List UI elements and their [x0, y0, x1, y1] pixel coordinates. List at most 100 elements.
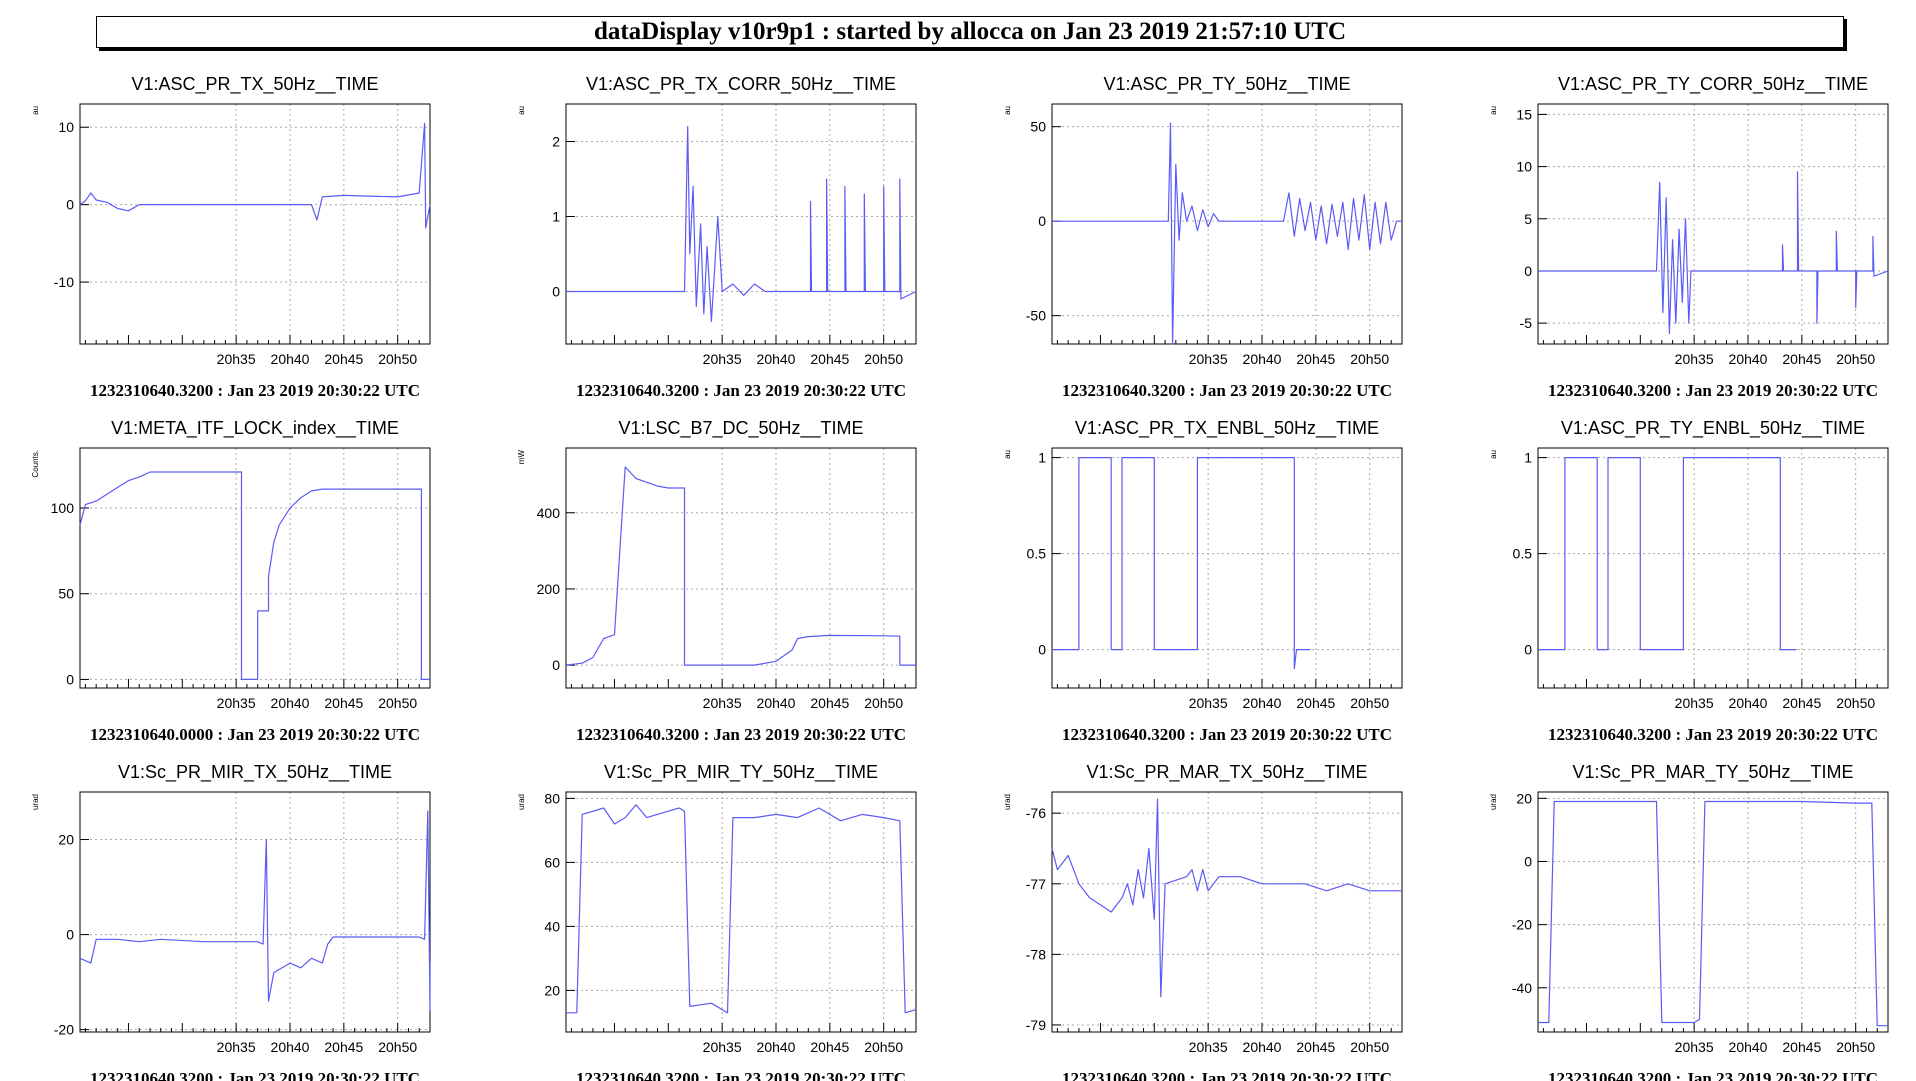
chart-footer: 1232310640.3200 : Jan 23 2019 20:30:22 U…: [1062, 725, 1392, 744]
x-tick-label: 20h35: [1189, 695, 1228, 711]
x-tick-label: 20h50: [378, 1039, 417, 1055]
data-trace: [79, 122, 431, 229]
x-tick-label: 20h35: [703, 1039, 742, 1055]
x-tick-label: 20h45: [1782, 351, 1821, 367]
y-tick-label: 1: [1038, 450, 1046, 466]
x-tick-label: 20h50: [1350, 695, 1389, 711]
chart-footer: 1232310640.3200 : Jan 23 2019 20:30:22 U…: [576, 1069, 906, 1081]
y-tick-label: -20: [54, 1022, 74, 1038]
x-tick-label: 20h40: [1243, 1039, 1282, 1055]
chart-title: V1:ASC_PR_TX_ENBL_50Hz__TIME: [1075, 418, 1379, 439]
x-tick-label: 20h40: [1243, 351, 1282, 367]
chart-title: V1:LSC_B7_DC_50Hz__TIME: [618, 418, 863, 439]
banner-title: dataDisplay v10r9p1 : started by allocca…: [96, 16, 1844, 48]
x-tick-label: 20h50: [1836, 351, 1875, 367]
y-tick-label: -5: [1520, 315, 1533, 331]
x-tick-label: 20h45: [810, 1039, 849, 1055]
y-tick-label: -50: [1026, 308, 1046, 324]
y-tick-label: 1: [552, 209, 560, 225]
chart-footer: 1232310640.3200 : Jan 23 2019 20:30:22 U…: [576, 381, 906, 400]
data-trace: [1051, 798, 1402, 998]
y-tick-label: -10: [54, 274, 74, 290]
chart-footer: 1232310640.3200 : Jan 23 2019 20:30:22 U…: [90, 381, 420, 400]
chart-footer: 1232310640.3200 : Jan 23 2019 20:30:22 U…: [1548, 381, 1878, 400]
x-tick-label: 20h50: [1350, 1039, 1389, 1055]
y-tick-label: 0: [1524, 853, 1532, 869]
y-tick-label: 1: [1524, 450, 1532, 466]
y-tick-label: 0: [552, 284, 560, 300]
chart-title: V1:ASC_PR_TY_CORR_50Hz__TIME: [1558, 74, 1868, 95]
x-tick-label: 20h35: [217, 1039, 256, 1055]
x-tick-label: 20h45: [1296, 1039, 1335, 1055]
y-tick-label: 2: [552, 134, 560, 150]
y-tick-label: -20: [1512, 917, 1532, 933]
data-trace: [566, 125, 917, 323]
y-tick-label: 60: [544, 854, 560, 870]
chart-footer: 1232310640.3200 : Jan 23 2019 20:30:22 U…: [1548, 725, 1878, 744]
x-tick-label: 20h40: [757, 695, 796, 711]
plot-frame: [565, 447, 917, 689]
x-tick-label: 20h45: [1296, 695, 1335, 711]
x-tick-label: 20h50: [864, 695, 903, 711]
y-tick-label: 0: [1524, 642, 1532, 658]
data-trace: [565, 466, 916, 666]
data-trace: [1052, 457, 1311, 670]
chart-title: V1:ASC_PR_TY_50Hz__TIME: [1103, 74, 1350, 95]
x-tick-label: 20h50: [1836, 695, 1875, 711]
x-tick-label: 20h45: [1782, 1039, 1821, 1055]
y-tick-label: 20: [1516, 790, 1532, 806]
y-tick-label: 0.5: [1027, 546, 1047, 562]
x-tick-label: 20h35: [703, 695, 742, 711]
y-tick-label: 0: [66, 671, 74, 687]
plot-frame: [565, 791, 917, 1033]
x-tick-label: 20h45: [810, 695, 849, 711]
x-tick-label: 20h40: [1729, 1039, 1768, 1055]
y-tick-label: 20: [544, 982, 560, 998]
y-tick-label: 10: [1516, 159, 1532, 175]
data-trace: [79, 471, 430, 681]
plot-frame: [565, 103, 917, 345]
y-unit-label: au: [1003, 106, 1012, 115]
x-tick-label: 20h50: [1350, 351, 1389, 367]
y-tick-label: 0: [66, 927, 74, 943]
data-trace: [566, 804, 917, 1014]
x-tick-label: 20h45: [810, 351, 849, 367]
x-tick-label: 20h35: [1189, 351, 1228, 367]
y-tick-label: -78: [1026, 946, 1046, 962]
chart-title: V1:Sc_PR_MAR_TX_50Hz__TIME: [1086, 762, 1367, 783]
x-tick-label: 20h50: [378, 351, 417, 367]
plot-frame: [79, 447, 431, 689]
y-tick-label: -77: [1026, 876, 1046, 892]
chart-title: V1:ASC_PR_TY_ENBL_50Hz__TIME: [1561, 418, 1865, 439]
x-tick-label: 20h45: [324, 1039, 363, 1055]
plot-frame: [79, 791, 431, 1033]
y-tick-label: 0: [66, 197, 74, 213]
y-unit-label: au: [517, 106, 526, 115]
plot-frame: [1537, 791, 1889, 1033]
plot-frame: [1051, 447, 1403, 689]
y-tick-label: 50: [58, 586, 74, 602]
plot-frame: [1051, 791, 1403, 1033]
y-tick-label: 50: [1030, 119, 1046, 135]
y-unit-label: urad: [1003, 794, 1012, 810]
y-tick-label: 100: [51, 500, 75, 516]
y-tick-label: 0.5: [1513, 546, 1533, 562]
chart-footer: 1232310640.3200 : Jan 23 2019 20:30:22 U…: [1548, 1069, 1878, 1081]
x-tick-label: 20h50: [864, 351, 903, 367]
y-tick-label: 5: [1524, 211, 1532, 227]
y-tick-label: 0: [1524, 263, 1532, 279]
x-tick-label: 20h40: [757, 1039, 796, 1055]
y-tick-label: 0: [1038, 642, 1046, 658]
y-tick-label: 0: [552, 657, 560, 673]
y-tick-label: -76: [1026, 805, 1046, 821]
chart-footer: 1232310640.3200 : Jan 23 2019 20:30:22 U…: [1062, 1069, 1392, 1081]
chart-panel-6: V1:LSC_B7_DC_50Hz__TIME mW 20h35 20h40 20h45…: [517, 418, 917, 744]
y-tick-label: 20: [58, 832, 74, 848]
